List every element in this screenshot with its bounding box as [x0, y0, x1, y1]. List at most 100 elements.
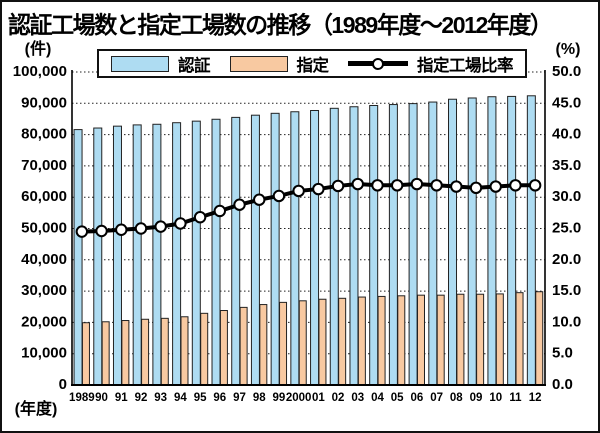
marker-ratio-09	[469, 181, 483, 195]
bar-designated-98	[259, 304, 268, 386]
marker-ratio-08	[450, 180, 463, 193]
bar-designated-11	[515, 292, 524, 386]
bar-designated-03	[357, 296, 366, 386]
legend-label-designated: 指定	[296, 56, 330, 75]
marker-ratio-97	[233, 198, 246, 211]
x-tick-label: 04	[371, 392, 384, 404]
bar-certified-1989	[73, 129, 83, 386]
bar-designated-02	[338, 297, 347, 386]
right-tick-label: 40.0	[552, 126, 581, 143]
right-tick-label: 45.0	[552, 94, 581, 111]
bar-designated-95	[200, 312, 209, 386]
marker-ratio-07	[430, 179, 443, 192]
marker-ratio-93	[154, 220, 167, 233]
legend: 認証 指定 指定工場比率	[97, 49, 527, 78]
right-tick-label: 0.0	[552, 376, 573, 393]
x-tick-label: 99	[273, 392, 286, 404]
bar-certified-04	[369, 104, 379, 386]
marker-ratio-02	[331, 179, 345, 193]
marker-ratio-95	[193, 211, 207, 224]
marker-ratio-90	[95, 224, 108, 238]
x-tick-label: 95	[194, 392, 207, 404]
bar-certified-92	[132, 124, 142, 386]
bar-designated-12	[535, 291, 544, 386]
x-tick-label: 97	[233, 392, 246, 404]
x-tick-label: 92	[135, 392, 148, 404]
x-tick-label: 05	[391, 392, 404, 404]
right-tick-label: 15.0	[552, 282, 581, 299]
bar-designated-07	[436, 294, 445, 386]
marker-ratio-11	[509, 179, 522, 192]
bar-certified-93	[152, 123, 162, 386]
bar-designated-2000	[298, 300, 307, 386]
x-tick-label: 1989	[69, 392, 95, 404]
bar-certified-96	[211, 118, 221, 386]
right-tick-label: 35.0	[552, 157, 581, 174]
marker-ratio-06	[410, 177, 424, 191]
left-axis-unit-label: (件)	[25, 39, 52, 58]
left-tick-label: 20,000	[21, 313, 67, 330]
x-axis-unit-label: (年度)	[15, 399, 58, 418]
bar-certified-99	[270, 112, 280, 386]
bar-designated-94	[180, 316, 189, 386]
left-tick-label: 10,000	[21, 345, 67, 362]
right-tick-label: 20.0	[552, 251, 581, 268]
left-tick-label: 40,000	[21, 251, 67, 268]
legend-item-certified: 認証	[111, 52, 211, 76]
left-tick-label: 0	[59, 376, 67, 393]
x-tick-label: 11	[509, 392, 522, 404]
bar-certified-97	[231, 116, 241, 386]
bar-designated-92	[141, 318, 150, 386]
left-tick-label: 60,000	[21, 188, 67, 205]
bar-designated-10	[495, 293, 504, 386]
legend-swatch-certified	[111, 55, 169, 72]
x-tick-label: 94	[174, 392, 187, 404]
marker-ratio-1989	[75, 225, 89, 238]
x-tick-label: 03	[351, 392, 364, 404]
marker-ratio-99	[272, 189, 286, 203]
marker-ratio-05	[390, 179, 404, 192]
x-tick-label: 2000	[286, 392, 312, 404]
ratio-line	[81, 182, 536, 234]
x-tick-label: 10	[489, 392, 502, 404]
bar-certified-02	[329, 107, 339, 386]
marker-ratio-12	[528, 179, 542, 192]
x-tick-label: 06	[410, 392, 423, 404]
bar-certified-07	[428, 101, 438, 386]
legend-swatch-designated	[229, 55, 288, 72]
marker-ratio-10	[489, 180, 502, 193]
marker-ratio-98	[253, 193, 266, 206]
bar-designated-06	[416, 294, 425, 386]
marker-ratio-92	[134, 222, 148, 235]
right-axis-unit-label: (%)	[556, 41, 581, 58]
x-tick-label: 91	[115, 392, 128, 404]
legend-item-ratio: 指定工場比率	[348, 52, 514, 76]
right-tick-label: 5.0	[552, 345, 573, 362]
bar-certified-12	[526, 95, 536, 386]
left-tick-label: 70,000	[21, 157, 67, 174]
legend-line-marker-icon	[348, 57, 408, 70]
x-tick-label: 02	[332, 392, 345, 404]
right-tick-label: 25.0	[552, 219, 581, 236]
bar-designated-08	[456, 293, 465, 386]
x-tick-label: 07	[430, 392, 443, 404]
left-tick-label: 90,000	[21, 94, 67, 111]
left-tick-label: 50,000	[21, 219, 67, 236]
x-tick-label: 98	[253, 392, 266, 404]
x-tick-label: 90	[95, 392, 108, 404]
bar-designated-04	[377, 295, 386, 386]
bar-certified-91	[112, 125, 122, 386]
legend-circle-marker-icon	[372, 57, 384, 70]
bar-designated-99	[279, 301, 288, 386]
bar-certified-98	[250, 114, 260, 386]
bar-certified-05	[388, 104, 398, 386]
marker-ratio-01	[312, 182, 325, 196]
bar-certified-08	[448, 98, 458, 386]
bar-designated-97	[239, 306, 248, 386]
bar-certified-94	[172, 122, 182, 386]
bar-certified-09	[467, 97, 477, 386]
left-tick-label: 100,000	[13, 63, 67, 80]
bar-certified-95	[191, 120, 201, 386]
